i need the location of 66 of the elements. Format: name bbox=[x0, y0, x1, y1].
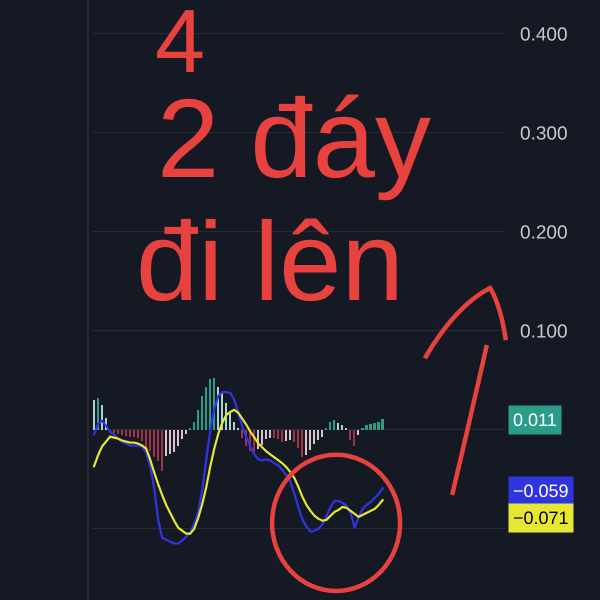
y-tick-label: 0.400 bbox=[520, 24, 568, 46]
bar bbox=[145, 430, 147, 448]
bar bbox=[369, 424, 372, 430]
bar bbox=[277, 430, 279, 439]
bar bbox=[337, 423, 339, 430]
bar bbox=[181, 430, 183, 439]
y-tick-label: 0.300 bbox=[520, 123, 568, 144]
bar bbox=[349, 430, 351, 440]
text: −0.071 bbox=[513, 508, 569, 528]
bar bbox=[121, 430, 123, 435]
bar bbox=[281, 430, 283, 442]
annotation: đi lên bbox=[136, 199, 404, 324]
bar bbox=[197, 410, 199, 430]
bar bbox=[297, 430, 299, 448]
bar bbox=[153, 430, 155, 457]
bar bbox=[293, 430, 295, 442]
bar bbox=[241, 430, 243, 438]
bar bbox=[341, 425, 343, 430]
bar bbox=[129, 430, 131, 437]
y-tick-label: 0.200 bbox=[520, 222, 568, 244]
bar bbox=[125, 430, 127, 436]
bar bbox=[169, 430, 171, 454]
bar bbox=[133, 430, 135, 437]
y-tick-label: 0.100 bbox=[520, 321, 568, 342]
bar bbox=[165, 430, 167, 456]
bar bbox=[357, 430, 359, 435]
bar bbox=[205, 387, 207, 430]
bar bbox=[285, 430, 287, 441]
bar bbox=[313, 430, 315, 444]
bar bbox=[329, 422, 331, 430]
bar bbox=[265, 430, 267, 439]
bar bbox=[261, 430, 263, 445]
bar bbox=[137, 430, 139, 438]
bar bbox=[301, 430, 303, 457]
bar bbox=[201, 396, 203, 430]
bar bbox=[185, 430, 187, 434]
bar bbox=[173, 430, 175, 452]
line-series bbox=[92, 390, 384, 545]
bar bbox=[353, 430, 355, 446]
bar bbox=[193, 422, 195, 430]
bar bbox=[365, 425, 368, 430]
bar bbox=[117, 430, 119, 434]
line-series bbox=[92, 408, 384, 535]
bar bbox=[377, 422, 380, 430]
bar bbox=[317, 430, 319, 440]
bar bbox=[305, 430, 307, 455]
bar bbox=[149, 430, 151, 451]
bar bbox=[321, 430, 323, 437]
bar bbox=[209, 379, 211, 430]
bar bbox=[381, 419, 384, 430]
bar bbox=[373, 423, 376, 430]
bar bbox=[289, 430, 291, 440]
bar bbox=[177, 430, 179, 446]
bar bbox=[161, 430, 163, 471]
text: −0.059 bbox=[513, 481, 569, 501]
bar bbox=[157, 430, 159, 461]
bar bbox=[309, 430, 311, 450]
bar bbox=[93, 400, 95, 430]
bar bbox=[141, 430, 143, 441]
bar bbox=[333, 420, 335, 430]
bar bbox=[269, 430, 271, 438]
bar bbox=[229, 413, 231, 430]
bar bbox=[113, 430, 115, 433]
bar bbox=[273, 430, 275, 438]
bar bbox=[233, 422, 235, 430]
text: 0.011 bbox=[513, 410, 557, 430]
